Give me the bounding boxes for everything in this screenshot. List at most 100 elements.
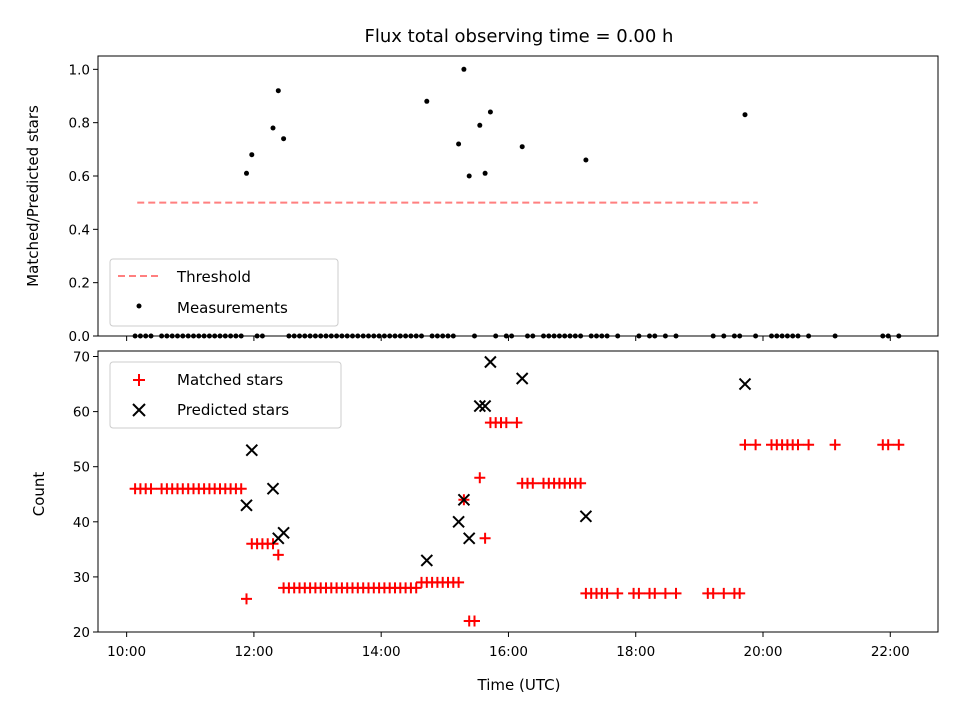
- threshold-legend-label: Threshold: [176, 268, 251, 286]
- ratio-y-tick-label: 0.4: [69, 222, 90, 238]
- x-axis-label: Time (UTC): [477, 676, 561, 694]
- matched-star-point: [803, 439, 815, 451]
- ratio-x-axis: [126, 336, 891, 341]
- predicted-star-point: [473, 399, 487, 413]
- matched-star-point: [750, 439, 762, 451]
- measurement-point: [487, 109, 493, 115]
- matched-star-point: [718, 587, 730, 599]
- predicted-star-point: [457, 493, 471, 507]
- ratio-y-tick-label: 0.8: [69, 116, 90, 132]
- matched-star-point: [792, 439, 804, 451]
- count-y-tick-label: 70: [73, 350, 90, 366]
- matched-star-point: [882, 439, 894, 451]
- count-x-tick-label: 10:00: [107, 644, 146, 660]
- matched-star-point: [612, 587, 624, 599]
- measurements-legend-label: Measurements: [177, 299, 288, 317]
- predicted-star-point: [420, 554, 434, 567]
- matched-star-point: [241, 593, 252, 605]
- ratio-y-axis-label: Matched/Predicted stars: [24, 105, 42, 287]
- matched-star-point: [659, 587, 671, 599]
- ratio-y-tick-label: 0.6: [69, 169, 90, 185]
- ratio-axes-frame: [97, 55, 939, 337]
- measurement-point: [270, 125, 276, 131]
- predicted-legend-swatch: [132, 403, 146, 417]
- ratio-legend: Threshold Measurements: [109, 258, 339, 327]
- count-x-tick-label: 18:00: [616, 644, 655, 660]
- count-y-tick-label: 20: [73, 625, 90, 641]
- count-legend: Matched stars Predicted stars: [109, 361, 342, 429]
- measurement-point: [275, 88, 281, 94]
- count-axes-frame: [97, 350, 939, 633]
- predicted-star-point: [738, 377, 752, 391]
- count-panel: 20 30 40 50 60 70 10:00 12:00 14:00 16:00 18:00 20…: [30, 350, 939, 694]
- measurement-point: [456, 141, 462, 147]
- count-y-axis: 20 30 40 50 60 70: [73, 350, 98, 641]
- matched-legend-label: Matched stars: [177, 371, 283, 389]
- measurement-point: [742, 112, 748, 118]
- predicted-star-point: [452, 515, 465, 529]
- predicted-star-point: [515, 372, 529, 385]
- count-x-tick-label: 16:00: [489, 644, 528, 660]
- matched-star-point: [511, 417, 523, 429]
- matched-star-point: [633, 587, 645, 599]
- measurement-point: [519, 144, 525, 150]
- matched-star-point: [272, 549, 284, 561]
- predicted-star-point: [484, 355, 497, 369]
- matched-star-point: [479, 532, 491, 544]
- matched-star-point: [410, 582, 422, 594]
- matched-star-point: [670, 587, 682, 599]
- ratio-y-tick-label: 0.2: [69, 276, 90, 292]
- count-y-tick-label: 60: [73, 405, 90, 421]
- count-plot-area: [129, 355, 905, 627]
- matched-star-point: [601, 587, 613, 599]
- matched-star-point: [469, 615, 480, 627]
- predicted-star-point: [478, 399, 492, 413]
- count-y-tick-label: 40: [73, 515, 90, 531]
- predicted-star-point: [277, 526, 290, 540]
- measurement-point: [244, 170, 249, 176]
- ratio-y-tick-label: 0.0: [69, 329, 90, 345]
- predicted-star-point: [266, 482, 280, 495]
- count-y-axis-label: Count: [30, 472, 48, 517]
- matched-star-point: [829, 439, 841, 451]
- matched-star-point: [453, 576, 465, 588]
- matched-star-point: [527, 477, 539, 489]
- matched-star-point: [734, 587, 746, 599]
- ratio-legend-box: [109, 258, 339, 327]
- count-x-tick-label: 20:00: [744, 644, 783, 660]
- count-x-tick-label: 12:00: [234, 644, 273, 660]
- matched-star-point: [235, 483, 247, 495]
- count-x-tick-label: 14:00: [362, 644, 401, 660]
- ratio-y-tick-label: 1.0: [69, 62, 90, 78]
- matched-star-point: [707, 587, 719, 599]
- predicted-star-point: [245, 443, 259, 457]
- ratio-panel: 0.0 0.2 0.4 0.6 0.8 1.0 Matched/Predicted sta…: [24, 55, 939, 345]
- matched-star-point: [739, 439, 751, 451]
- measurement-point: [466, 173, 472, 179]
- measurement-point: [583, 157, 589, 163]
- predicted-star-point: [579, 510, 593, 523]
- matched-star-point: [649, 587, 661, 599]
- measurement-point: [424, 98, 430, 104]
- matched-star-point: [500, 417, 512, 429]
- ratio-y-axis: 0.0 0.2 0.4 0.6 0.8 1.0: [69, 62, 98, 345]
- matched-legend-swatch: [133, 374, 145, 386]
- count-x-axis: 10:00 12:00 14:00 16:00 18:00 20:00 22:00: [107, 632, 910, 660]
- matched-star-point: [145, 483, 157, 495]
- chart-title: Flux total observing time = 0.00 h: [365, 26, 674, 47]
- count-x-tick-label: 22:00: [871, 644, 910, 660]
- measurement-point: [461, 66, 467, 72]
- matched-star-point: [893, 439, 905, 451]
- count-y-tick-label: 50: [73, 460, 90, 476]
- predicted-star-point: [462, 532, 476, 545]
- measurement-point: [249, 152, 255, 158]
- matched-star-point: [474, 472, 486, 484]
- measurement-point: [281, 136, 287, 142]
- measurement-point: [477, 122, 483, 128]
- matched-star-point: [575, 477, 587, 489]
- count-y-tick-label: 30: [73, 570, 90, 586]
- predicted-star-point: [240, 499, 253, 512]
- predicted-legend-label: Predicted stars: [177, 401, 289, 419]
- measurement-point: [482, 170, 488, 176]
